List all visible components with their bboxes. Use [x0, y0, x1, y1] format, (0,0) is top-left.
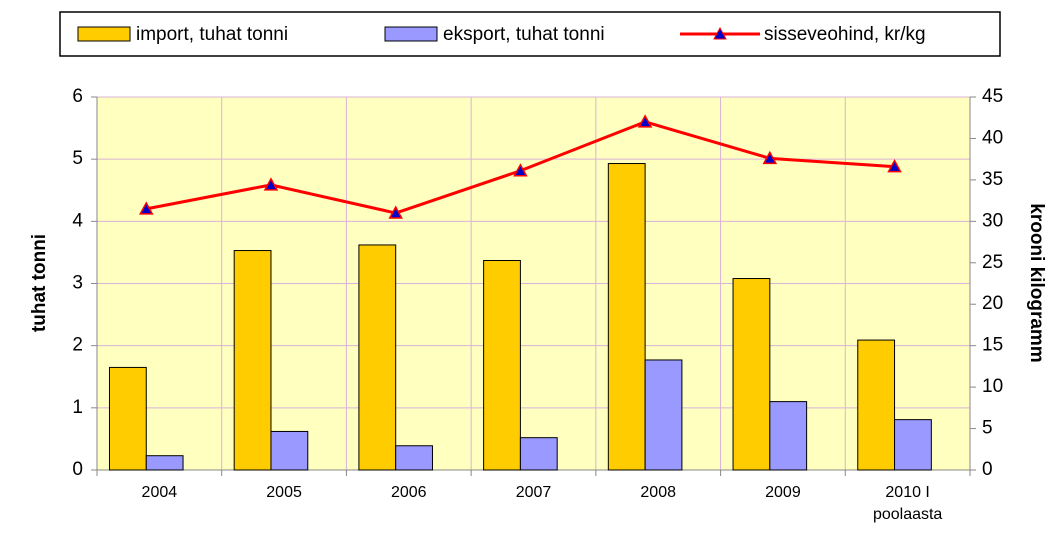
bar [769, 401, 808, 471]
line-marker [887, 159, 902, 173]
y-tick-label: 1 [72, 397, 83, 418]
x-tick-label: 2007 [515, 484, 552, 501]
line-marker [637, 114, 653, 128]
x-tick-label: 2010 I poolaasta [872, 484, 943, 523]
y-tick-label: 5 [72, 148, 83, 169]
y2-tick-label: 30 [982, 210, 1003, 231]
y2-tick-label: 20 [982, 293, 1003, 314]
line-marker [388, 205, 403, 219]
x-tick-label: 2004 [141, 484, 178, 501]
x-tick-label: 2008 [640, 484, 676, 501]
x-tick-label: 2005 [266, 484, 302, 501]
y2-tick-label: 5 [982, 418, 993, 439]
bar [270, 430, 309, 471]
x-tick-label: 2009 [765, 484, 801, 501]
bar [483, 259, 521, 471]
line-marker [138, 201, 154, 215]
line-marker [513, 163, 528, 177]
y2-tick-label: 40 [982, 127, 1003, 148]
bar [607, 163, 646, 471]
legend-label: import, tuhat tonni [136, 24, 288, 45]
bar [108, 366, 147, 471]
legend-swatch [384, 26, 438, 42]
bar [644, 359, 683, 471]
y-tick-label: 4 [72, 210, 83, 231]
legend-label: eksport, tuhat tonni [443, 24, 605, 45]
line-marker [762, 150, 778, 165]
y2-tick-label: 0 [982, 459, 993, 480]
y-tick-label: 0 [72, 459, 83, 480]
line-marker [263, 177, 279, 191]
y-tick-label: 6 [72, 86, 83, 107]
bar [145, 455, 184, 471]
bar [395, 445, 433, 471]
bar [519, 437, 558, 471]
legend-label: sisseveohind, kr/kg [764, 24, 926, 45]
y-axis-title: tuhat tonni [29, 234, 50, 332]
legend-marker [713, 26, 727, 40]
y-tick-label: 3 [72, 273, 83, 294]
bar [233, 250, 272, 471]
y-tick-label: 2 [72, 335, 83, 356]
legend-box [59, 11, 1001, 57]
bar [857, 339, 896, 471]
y2-tick-label: 10 [982, 376, 1003, 397]
bar [358, 244, 397, 471]
legend-swatch [77, 26, 131, 42]
bar [894, 419, 932, 471]
bar [732, 278, 771, 471]
y2-tick-label: 45 [982, 86, 1003, 107]
y2-tick-label: 25 [982, 252, 1003, 273]
y2-tick-label: 35 [982, 169, 1003, 190]
x-tick-label: 2006 [390, 484, 427, 501]
y2-tick-label: 15 [982, 335, 1003, 356]
y2-axis-title: krooni kilogramm [1026, 203, 1047, 362]
